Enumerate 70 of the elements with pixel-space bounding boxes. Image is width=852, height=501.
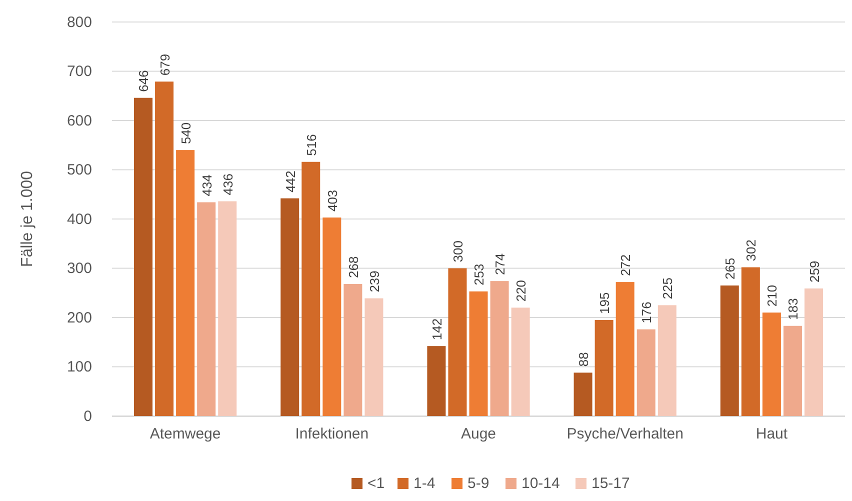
y-tick-label: 500 bbox=[66, 162, 92, 179]
bar bbox=[594, 320, 614, 416]
bar bbox=[469, 291, 488, 416]
bar bbox=[302, 162, 320, 416]
y-tick-label: 800 bbox=[66, 14, 92, 31]
bar bbox=[218, 201, 237, 416]
y-tick-label: 300 bbox=[66, 260, 92, 278]
data-label: 646 bbox=[136, 70, 152, 92]
data-label: 403 bbox=[324, 190, 340, 212]
data-label: 442 bbox=[282, 170, 298, 192]
bar bbox=[511, 308, 530, 416]
data-label: 195 bbox=[597, 292, 612, 314]
bar bbox=[134, 98, 152, 416]
bar bbox=[490, 281, 509, 416]
data-label: 272 bbox=[618, 254, 634, 276]
data-label: 436 bbox=[220, 174, 236, 196]
data-label: 225 bbox=[660, 277, 676, 300]
data-label: 540 bbox=[178, 122, 194, 144]
y-tick-label: 600 bbox=[66, 112, 92, 130]
data-label: 516 bbox=[304, 134, 319, 156]
bar bbox=[322, 218, 342, 416]
bar bbox=[197, 202, 216, 416]
bar bbox=[364, 298, 384, 416]
bar bbox=[344, 284, 362, 416]
data-label: 265 bbox=[722, 258, 738, 280]
bar bbox=[741, 267, 760, 416]
x-tick-label: Auge bbox=[460, 426, 496, 443]
bar bbox=[448, 268, 467, 416]
data-label: 302 bbox=[744, 240, 759, 262]
bar bbox=[427, 346, 446, 416]
y-tick-label: 100 bbox=[66, 358, 92, 376]
data-label: 239 bbox=[366, 270, 382, 292]
y-axis-title: Fälle je 1.000 bbox=[19, 170, 36, 268]
bar bbox=[574, 372, 592, 416]
x-tick-label: Infektionen bbox=[295, 426, 369, 443]
data-label: 679 bbox=[157, 54, 172, 76]
data-label: 259 bbox=[806, 260, 822, 282]
bar bbox=[658, 305, 676, 416]
data-label: 274 bbox=[492, 253, 508, 276]
x-tick-label: Atemwege bbox=[150, 426, 221, 443]
data-label: 88 bbox=[576, 352, 592, 367]
bar bbox=[636, 329, 656, 416]
bar bbox=[616, 282, 634, 416]
bar bbox=[280, 198, 300, 416]
bar bbox=[155, 82, 174, 416]
y-tick-label: 400 bbox=[66, 210, 92, 228]
data-label: 300 bbox=[450, 240, 466, 262]
bar bbox=[720, 285, 739, 416]
data-label: 176 bbox=[639, 302, 654, 324]
y-tick-label: 200 bbox=[66, 309, 92, 326]
bar bbox=[804, 288, 824, 416]
y-tick-label: 0 bbox=[84, 408, 92, 425]
bar bbox=[762, 312, 781, 416]
legend-label: 1-4 bbox=[414, 475, 436, 492]
legend-label: 5-9 bbox=[468, 475, 490, 492]
x-tick-label: Psyche/Verhalten bbox=[566, 426, 684, 443]
data-label: 183 bbox=[786, 298, 801, 320]
legend-label: 10-14 bbox=[522, 475, 560, 492]
legend-label: 15-17 bbox=[592, 475, 630, 492]
data-label: 210 bbox=[764, 284, 780, 307]
x-tick-label: Haut bbox=[756, 426, 788, 443]
bar bbox=[783, 326, 802, 416]
data-label: 253 bbox=[472, 264, 486, 286]
y-tick-label: 700 bbox=[66, 63, 92, 80]
data-label: 142 bbox=[429, 318, 444, 340]
data-label: 220 bbox=[514, 280, 529, 302]
bar bbox=[176, 150, 195, 416]
data-label: 268 bbox=[346, 256, 361, 278]
data-label: 434 bbox=[199, 174, 214, 196]
legend-label: <1 bbox=[368, 475, 385, 492]
